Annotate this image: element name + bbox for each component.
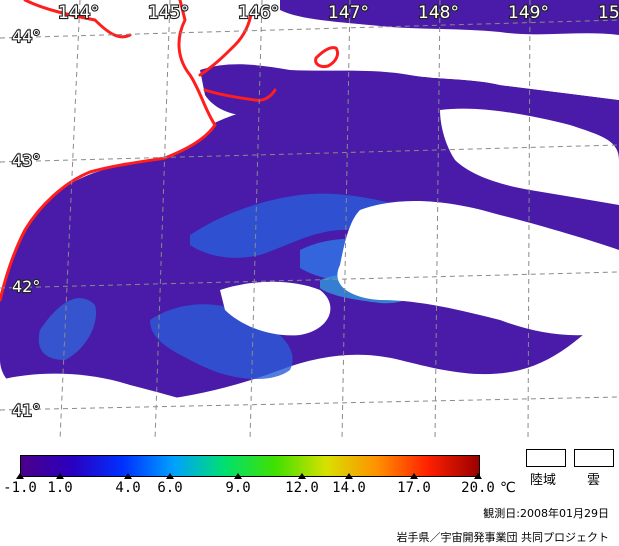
cloud-patch-south <box>0 373 619 440</box>
lon-label-147: 147° <box>328 3 369 23</box>
lon-label-148: 148° <box>418 3 459 23</box>
cloud-key-label: 雲 <box>587 473 601 488</box>
grid-lat-44 <box>0 19 619 39</box>
grid-lon-147 <box>341 0 351 440</box>
lon-label-146: 146° <box>238 3 279 23</box>
lat-label-42: 42° <box>12 277 40 296</box>
colorbar-tick <box>410 473 418 479</box>
land-key-swatch <box>526 449 566 467</box>
colorbar-tick <box>124 473 132 479</box>
lon-label-145: 145° <box>148 3 189 23</box>
colorbar-tick <box>234 473 242 479</box>
lon-label-144: 144° <box>58 3 99 23</box>
hokkaido-land <box>0 0 215 300</box>
colorbar-tick <box>166 473 174 479</box>
land-key-label: 陸域 <box>530 473 557 488</box>
tick-label: 1.0 <box>47 480 73 496</box>
grid-lat-42 <box>0 271 619 289</box>
coastline <box>0 0 217 302</box>
temperature-unit: ℃ <box>500 480 516 496</box>
temperature-colorbar <box>20 455 480 477</box>
coastline-nemuro <box>203 88 277 102</box>
tick-label: 6.0 <box>157 480 183 496</box>
legend-panel: -1.0 1.0 4.0 6.0 9.0 12.0 14.0 17.0 20.0… <box>0 440 619 546</box>
sst-map: 144° 145° 146° 147° 148° 149° 15 44° 43°… <box>0 0 619 440</box>
cloud-patch-central <box>220 281 331 336</box>
colorbar-tick <box>16 473 24 479</box>
colorbar-tick <box>56 473 64 479</box>
coastline-north <box>23 0 132 39</box>
tick-label: -1.0 <box>3 480 37 496</box>
lat-label-43: 43° <box>12 151 40 170</box>
cloud-key-swatch <box>574 449 614 467</box>
lon-label-149: 149° <box>508 3 549 23</box>
ocean-area-top <box>280 0 619 35</box>
cloud-patch-north <box>330 35 619 100</box>
grid-lon-149 <box>527 0 531 440</box>
cloud-patch-east <box>337 200 619 336</box>
credit-line: 岩手県／宇宙開発事業団 共同プロジェクト <box>396 531 610 544</box>
grid-lon-146 <box>249 0 263 440</box>
lat-label-41: 41° <box>12 401 40 420</box>
lon-label-150: 15 <box>598 3 619 23</box>
lat-label-44: 44° <box>12 27 40 46</box>
grid-lon-145 <box>154 0 171 440</box>
colorbar-tick <box>298 473 306 479</box>
colorbar-tick <box>345 473 353 479</box>
tick-label: 4.0 <box>115 480 141 496</box>
grid-lon-148 <box>434 0 441 440</box>
tick-label: 14.0 <box>332 480 366 496</box>
grid-lat-41 <box>0 396 619 411</box>
grid-lon-144 <box>59 0 81 440</box>
coastline-peninsula <box>198 8 254 77</box>
tick-label: 20.0 <box>461 480 495 496</box>
tick-label: 9.0 <box>225 480 251 496</box>
tick-label: 12.0 <box>285 480 319 496</box>
island-outline <box>314 46 340 68</box>
colorbar-tick <box>474 473 482 479</box>
tick-label: 17.0 <box>397 480 431 496</box>
warm-filament-west <box>38 298 96 360</box>
observation-date: 観測日:2008年01月29日 <box>483 507 609 520</box>
grid-lat-43 <box>0 144 619 163</box>
